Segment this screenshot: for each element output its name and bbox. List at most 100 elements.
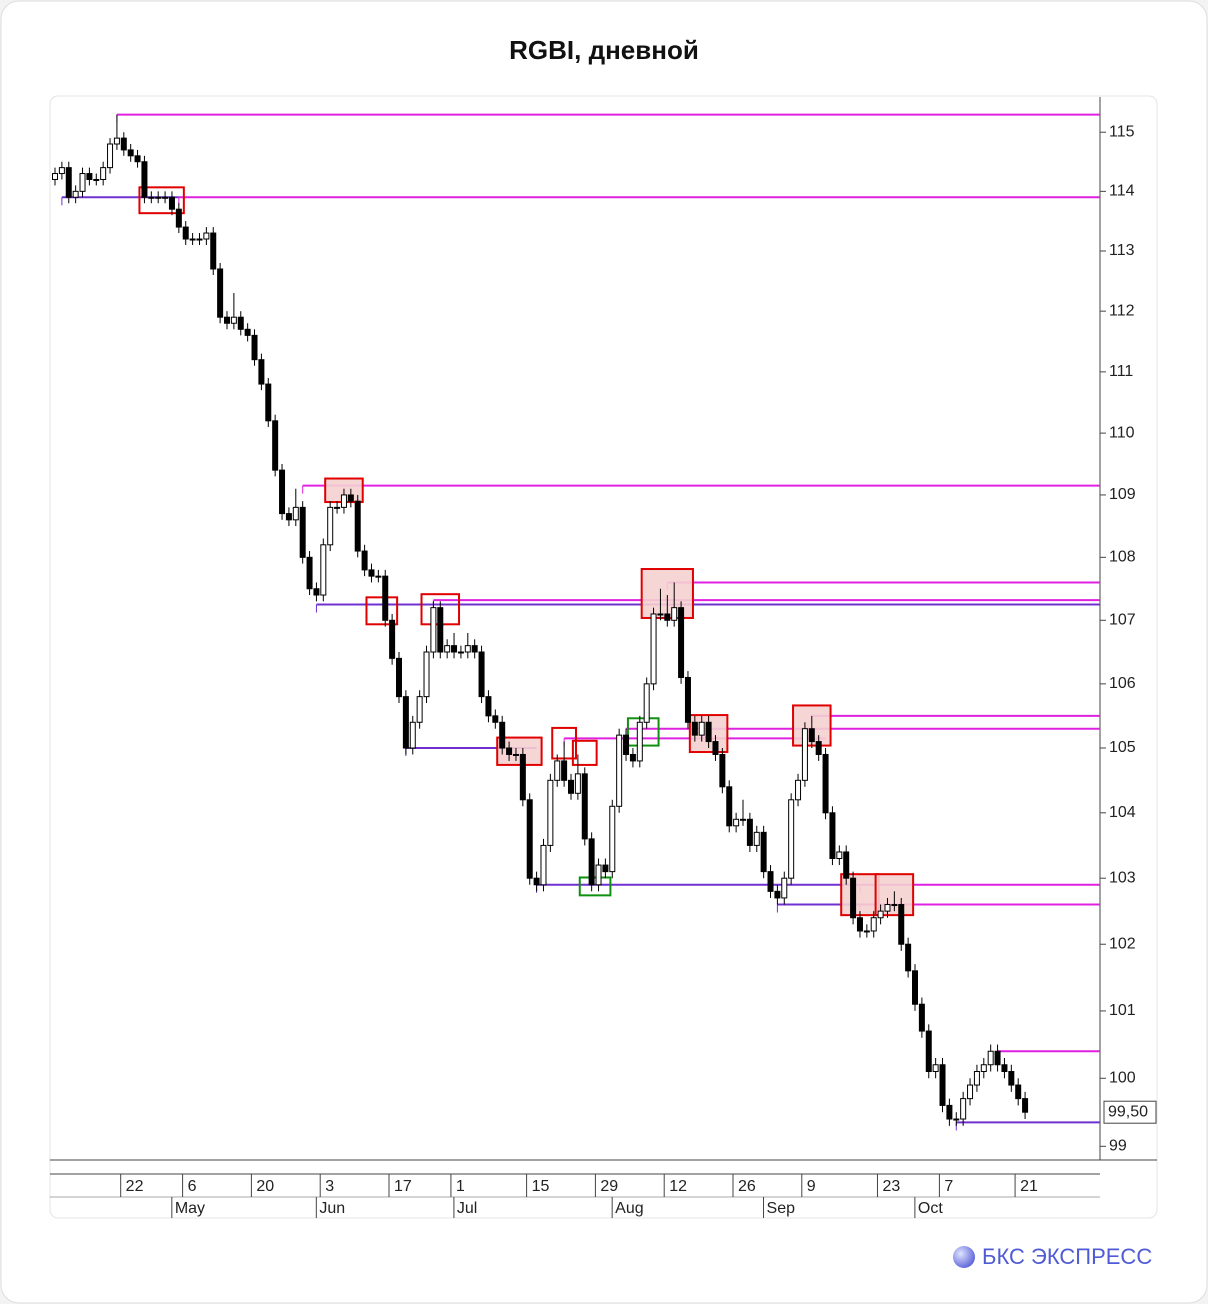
y-tick-label: 99 [1109, 1138, 1127, 1155]
y-tick-label: 114 [1109, 183, 1135, 200]
highlight-box [365, 596, 399, 626]
candle-body [719, 753, 726, 788]
candle-body [210, 232, 217, 270]
candle-body [616, 734, 623, 807]
candle-body [678, 607, 685, 678]
candle-body [870, 917, 877, 932]
logo: БКС ЭКСПРЕСС [982, 1244, 1152, 1269]
candle-body [416, 696, 423, 723]
y-tick-label: 111 [1109, 363, 1133, 380]
candle-body [891, 904, 898, 907]
candle-body [313, 588, 320, 596]
y-tick-label: 109 [1109, 486, 1136, 503]
highlight-box [626, 717, 660, 747]
candle-body [712, 741, 719, 755]
candle-body [127, 149, 134, 157]
candle-body [423, 651, 430, 698]
candle-body [203, 232, 210, 240]
candle-body [657, 613, 664, 616]
candle-body [327, 506, 334, 546]
y-tick-label: 107 [1109, 612, 1136, 629]
candle-body [581, 773, 588, 840]
y-tick-label: 113 [1109, 242, 1135, 259]
y-tick-label: 103 [1109, 869, 1136, 886]
candle-body [79, 173, 86, 192]
candle-body [795, 779, 802, 801]
candle-body [478, 651, 485, 698]
candle-body [843, 851, 850, 879]
candle-body [623, 734, 630, 755]
candle-body [430, 607, 437, 653]
candle-body [733, 818, 740, 827]
candle-body [1001, 1064, 1008, 1073]
candle-body [361, 550, 368, 571]
candle-body [464, 645, 471, 653]
candle-body [684, 676, 691, 723]
candle-body [1008, 1071, 1015, 1086]
candle-body [925, 1030, 932, 1073]
last-price-label: 99,50 [1108, 1103, 1148, 1120]
highlight-box [840, 873, 880, 917]
last-price-box [1103, 1100, 1157, 1124]
x-tick-label: 15 [532, 1178, 550, 1195]
x-tick-label: 1 [456, 1178, 465, 1195]
candle-body [237, 316, 244, 330]
candle-body [746, 818, 753, 846]
candle-body [753, 831, 760, 846]
candle-body [320, 544, 327, 596]
candle-body [691, 721, 698, 736]
candle-body [664, 613, 671, 621]
x-tick-label: 21 [1020, 1178, 1038, 1195]
candle-body [740, 818, 746, 821]
candle-body [863, 930, 870, 933]
candle-body [409, 721, 416, 749]
candle-body [650, 613, 657, 685]
candle-body [898, 904, 905, 945]
month-label: Oct [918, 1200, 943, 1217]
candle-body [155, 196, 162, 199]
candle-body [526, 799, 533, 879]
candle-body [905, 943, 912, 972]
candle-body [801, 728, 808, 781]
candle-body [574, 773, 581, 794]
month-label: Aug [615, 1200, 643, 1217]
candle-body [182, 226, 189, 240]
x-tick-label: 6 [188, 1178, 197, 1195]
candle-body [492, 715, 499, 723]
candle-body [822, 753, 829, 814]
candle-body [265, 383, 272, 422]
candle-body [918, 1003, 925, 1032]
candle-body [987, 1050, 994, 1066]
candle-body [568, 779, 574, 794]
candle-body [175, 208, 182, 228]
x-tick-label: 3 [325, 1178, 334, 1195]
candle-body [973, 1071, 980, 1086]
x-tick-label: 26 [738, 1178, 756, 1195]
candle-body [437, 607, 444, 653]
candle-body [230, 316, 237, 324]
candle-body [107, 143, 114, 169]
y-tick-label: 106 [1109, 675, 1136, 692]
candle-body [334, 506, 341, 509]
candle-body [485, 696, 492, 717]
y-tick-label: 110 [1109, 424, 1135, 441]
candle-body [629, 753, 636, 762]
candle-body [595, 864, 602, 886]
candle-body [967, 1084, 974, 1100]
x-tick-label: 9 [807, 1178, 816, 1195]
candle-body [354, 500, 361, 552]
candle-body [856, 917, 863, 932]
candle-body [285, 513, 292, 521]
month-label: Sep [767, 1200, 796, 1217]
candle-body [561, 760, 568, 781]
candle-body [444, 645, 451, 653]
highlight-box [138, 186, 185, 215]
highlight-box [571, 739, 598, 766]
candle-body [1022, 1098, 1029, 1113]
candle-body [698, 721, 705, 736]
candle-body [932, 1064, 939, 1073]
candle-body [506, 747, 513, 755]
candle-body [347, 494, 354, 502]
candle-body [251, 334, 258, 361]
